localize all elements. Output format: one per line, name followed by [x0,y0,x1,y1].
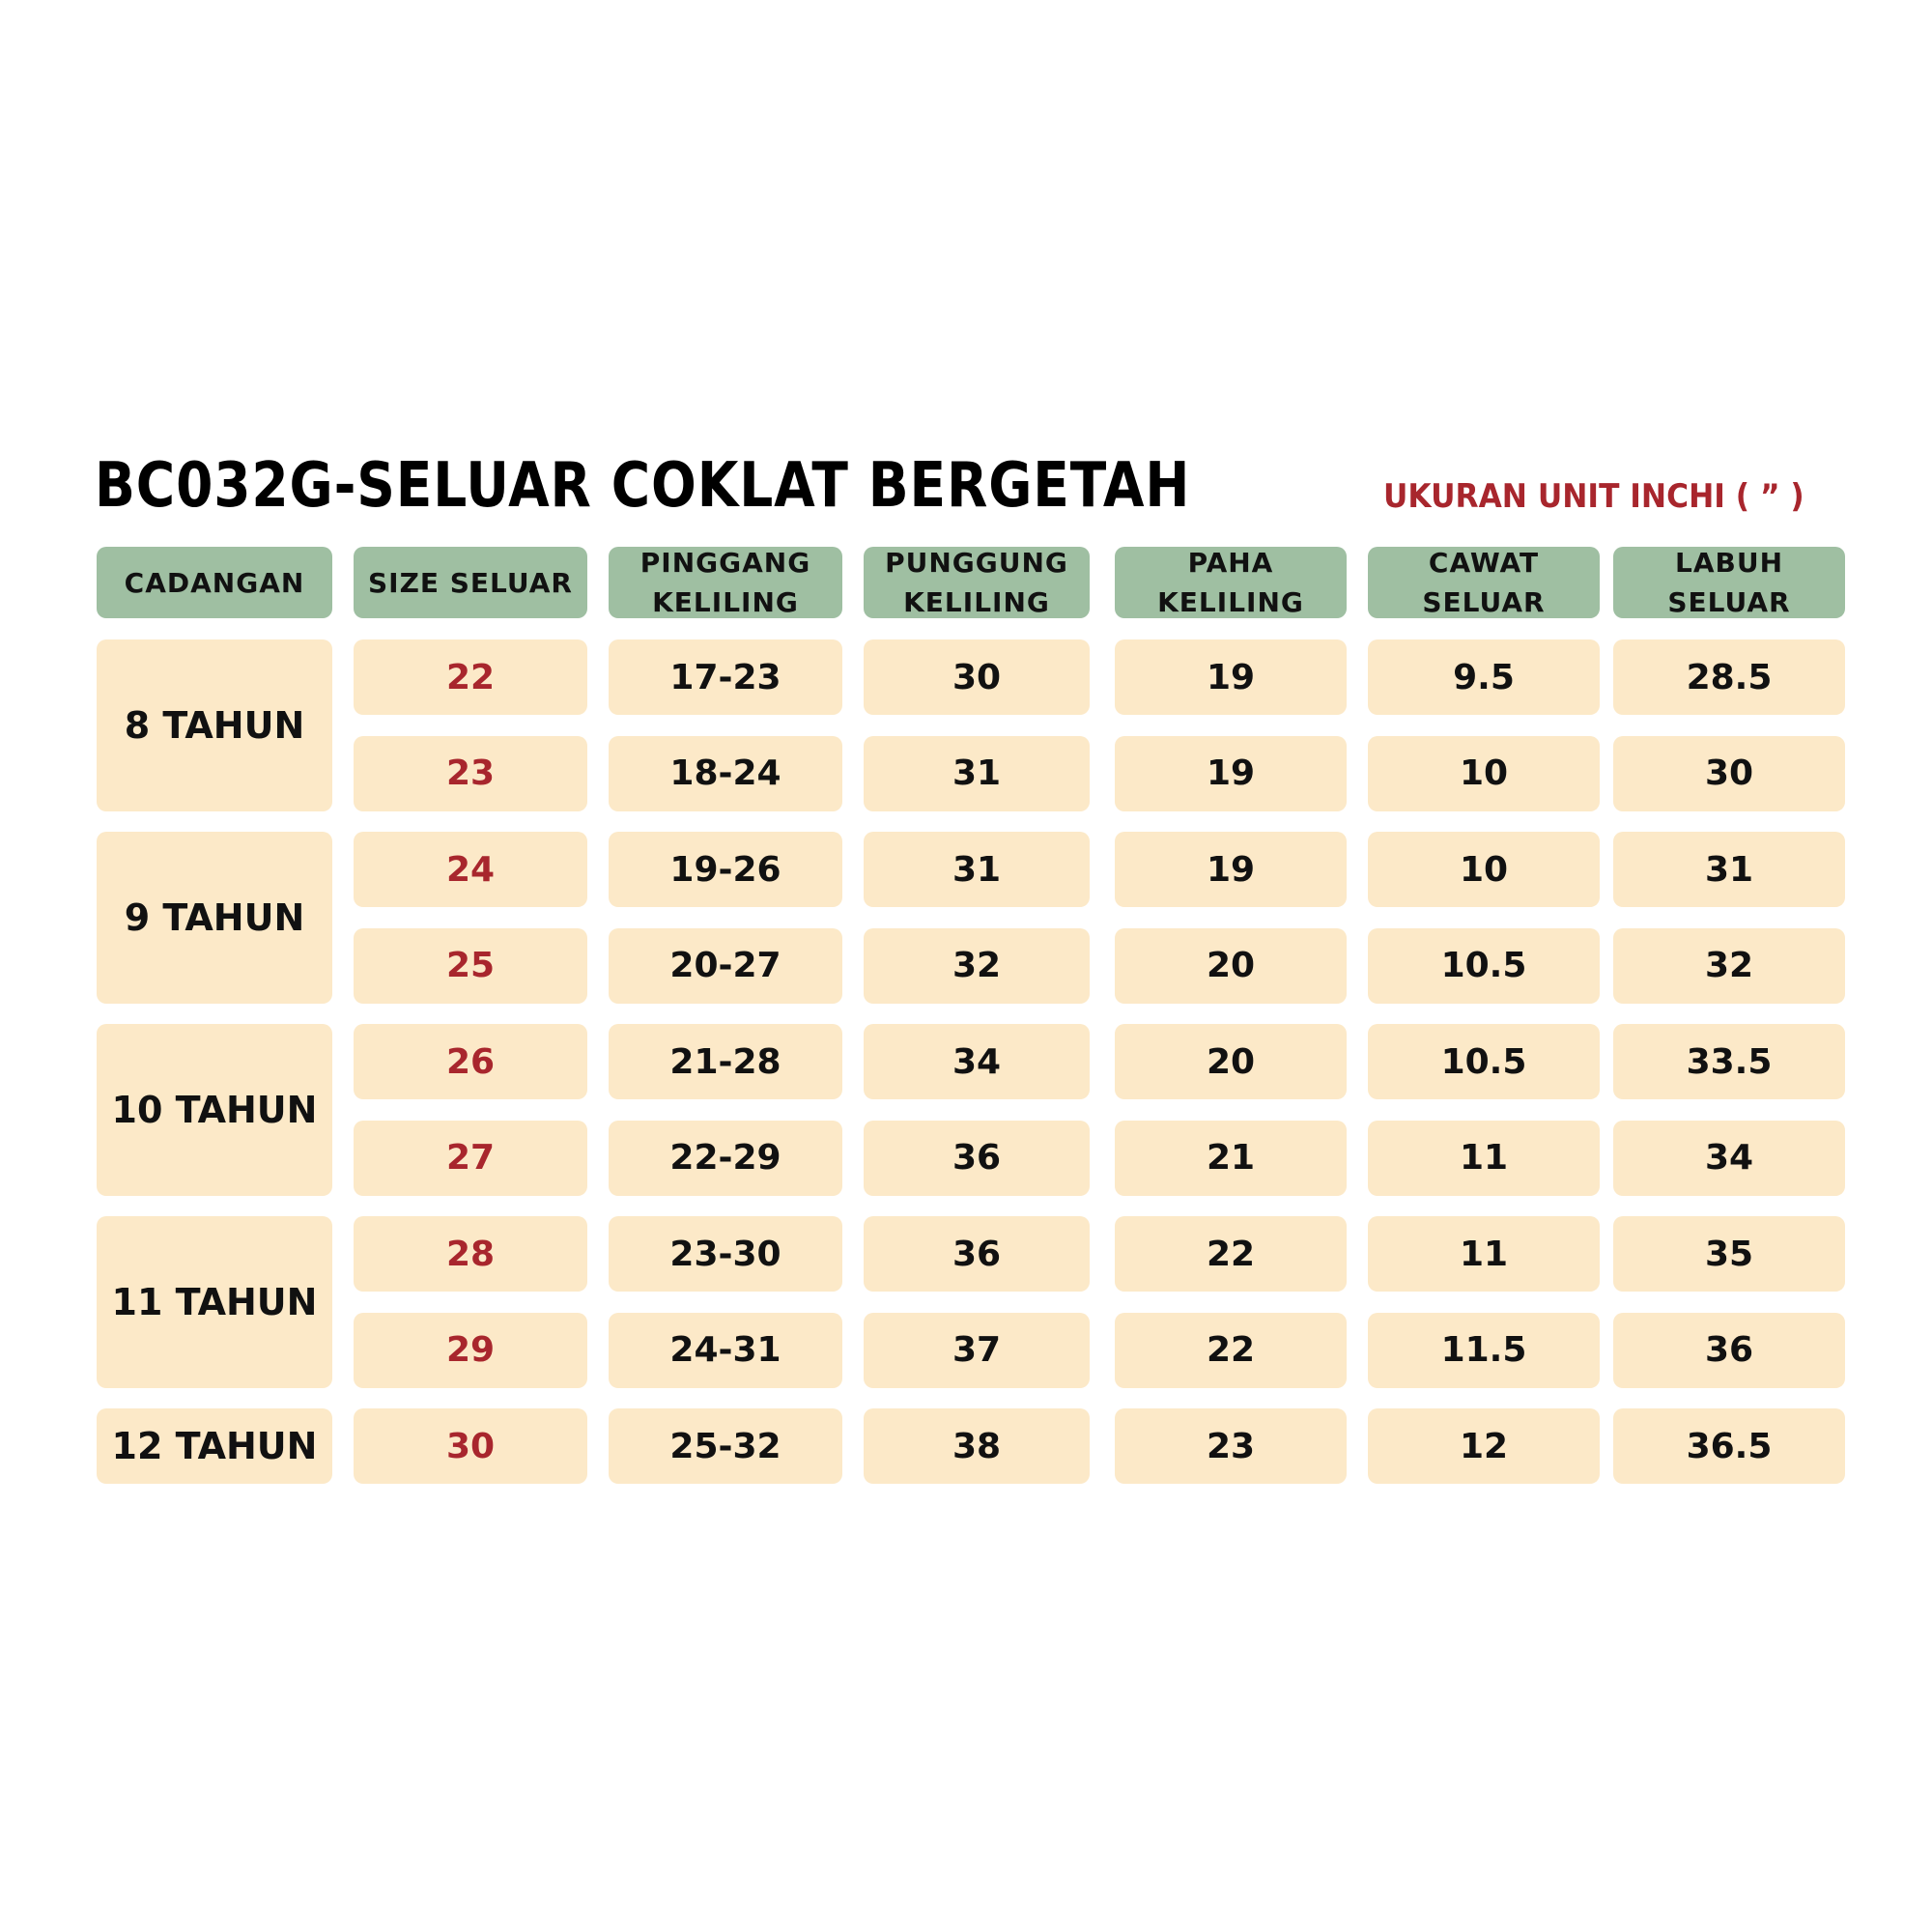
cell-paha: 23 [1115,1408,1347,1484]
header-cawat-seluar: CAWAT SELUAR [1368,547,1600,618]
cell-punggung: 31 [864,735,1090,811]
header-label: PINGGANG KELILING [640,543,810,622]
cell-cawat: 11.5 [1368,1312,1600,1388]
cell-cawat: 11 [1368,1120,1600,1196]
header-label: PAHA KELILING [1157,543,1304,622]
header-paha-keliling: PAHA KELILING [1115,547,1347,618]
cell-pinggang: 18-24 [609,735,842,811]
cell-punggung: 36 [864,1216,1090,1292]
header-label: SIZE SELUAR [368,563,573,603]
cell-cawat: 11 [1368,1216,1600,1292]
unit-note: UKURAN UNIT INCHI ( ” ) [1383,477,1804,516]
cell-size: 28 [354,1216,587,1292]
cell-pinggang: 20-27 [609,927,842,1004]
cell-pinggang: 23-30 [609,1216,842,1292]
header-label-line: KELILING [1157,586,1304,618]
age-group-cell: 11 TAHUN [97,1216,332,1388]
cell-cawat: 10.5 [1368,927,1600,1004]
cell-size: 26 [354,1024,587,1099]
cell-cawat: 10 [1368,735,1600,811]
cell-labuh: 36.5 [1613,1408,1845,1484]
cell-labuh: 36 [1613,1312,1845,1388]
header-label: CAWAT SELUAR [1422,543,1545,622]
cell-pinggang: 24-31 [609,1312,842,1388]
cell-punggung: 36 [864,1120,1090,1196]
header-label: LABUH SELUAR [1667,543,1790,622]
header-pinggang-keliling: PINGGANG KELILING [609,547,842,618]
cell-size: 30 [354,1408,587,1484]
header-label-line: PINGGANG [639,547,811,579]
cell-pinggang: 19-26 [609,832,842,907]
cell-size: 22 [354,639,587,715]
header-label-line: CAWAT [1428,547,1540,579]
cell-paha: 21 [1115,1120,1347,1196]
cell-pinggang: 17-23 [609,639,842,715]
page-title: BC032G-SELUAR COKLAT BERGETAH [95,450,1191,522]
cell-pinggang: 21-28 [609,1024,842,1099]
header-label-line: SELUAR [1422,586,1546,618]
cell-size: 27 [354,1120,587,1196]
header-size-seluar: SIZE SELUAR [354,547,587,618]
cell-pinggang: 22-29 [609,1120,842,1196]
cell-punggung: 34 [864,1024,1090,1099]
cell-labuh: 31 [1613,832,1845,907]
header-label: PUNGGUNG KELILING [885,543,1068,622]
cell-size: 24 [354,832,587,907]
cell-labuh: 32 [1613,927,1845,1004]
cell-punggung: 38 [864,1408,1090,1484]
header-labuh-seluar: LABUH SELUAR [1613,547,1845,618]
header-label-line: PUNGGUNG [885,547,1068,579]
cell-punggung: 31 [864,832,1090,907]
cell-cawat: 9.5 [1368,639,1600,715]
header-label-line: CADANGAN [124,566,305,599]
cell-punggung: 32 [864,927,1090,1004]
cell-paha: 20 [1115,927,1347,1004]
age-group-cell: 8 TAHUN [97,639,332,811]
cell-cawat: 10 [1368,832,1600,907]
cell-paha: 19 [1115,832,1347,907]
cell-paha: 20 [1115,1024,1347,1099]
header-label-line: SIZE SELUAR [367,566,573,599]
cell-labuh: 28.5 [1613,639,1845,715]
cell-paha: 19 [1115,639,1347,715]
cell-cawat: 12 [1368,1408,1600,1484]
cell-labuh: 30 [1613,735,1845,811]
cell-paha: 22 [1115,1216,1347,1292]
cell-punggung: 30 [864,639,1090,715]
cell-paha: 22 [1115,1312,1347,1388]
header-label-line: PAHA [1187,547,1274,579]
header-label-line: KELILING [903,586,1050,618]
header-cadangan: CADANGAN [97,547,332,618]
header-label: CADANGAN [125,563,305,603]
cell-labuh: 33.5 [1613,1024,1845,1099]
header-punggung-keliling: PUNGGUNG KELILING [864,547,1090,618]
cell-labuh: 34 [1613,1120,1845,1196]
cell-punggung: 37 [864,1312,1090,1388]
cell-paha: 19 [1115,735,1347,811]
header-label-line: KELILING [652,586,799,618]
cell-labuh: 35 [1613,1216,1845,1292]
header-label-line: SELUAR [1667,586,1791,618]
cell-cawat: 10.5 [1368,1024,1600,1099]
cell-size: 23 [354,735,587,811]
age-group-cell: 9 TAHUN [97,832,332,1004]
header-label-line: LABUH [1674,547,1784,579]
cell-size: 25 [354,927,587,1004]
age-group-cell: 10 TAHUN [97,1024,332,1196]
cell-pinggang: 25-32 [609,1408,842,1484]
age-group-cell: 12 TAHUN [97,1408,332,1484]
cell-size: 29 [354,1312,587,1388]
